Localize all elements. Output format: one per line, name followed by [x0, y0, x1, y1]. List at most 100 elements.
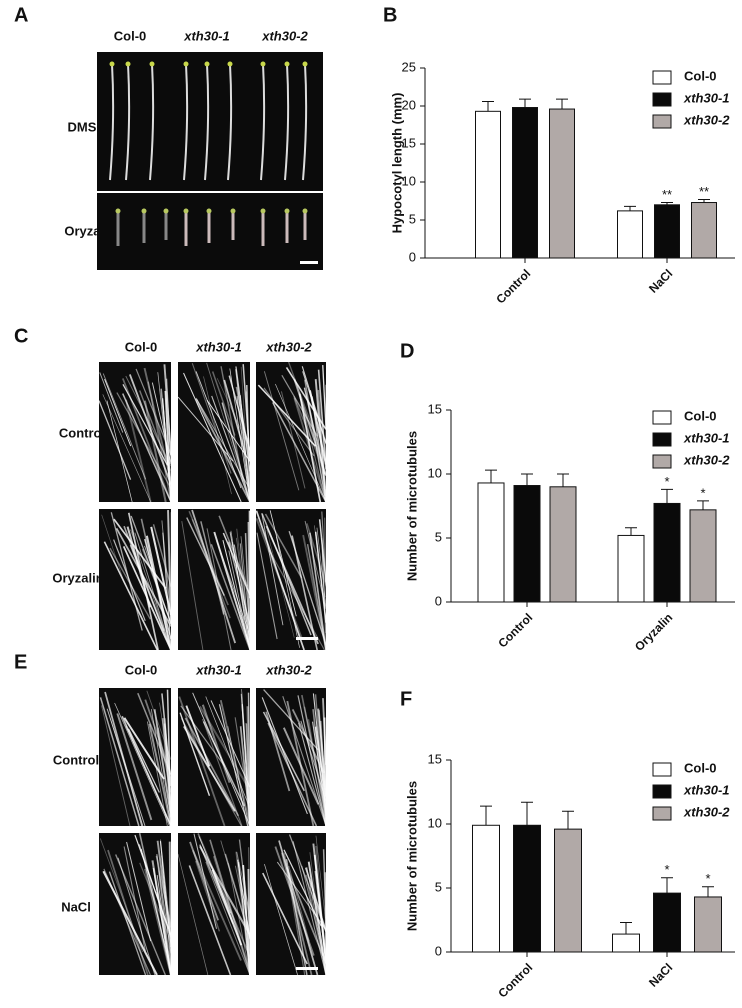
microtubule — [206, 399, 251, 462]
microtubule — [210, 543, 251, 651]
microtubule — [195, 397, 249, 487]
microtubule — [147, 381, 172, 503]
microtubule — [235, 851, 251, 976]
error-bar — [625, 527, 637, 536]
microtubule — [143, 367, 172, 482]
panel-letter: F — [400, 688, 412, 710]
error-bar — [661, 202, 673, 205]
microtubule — [110, 718, 144, 827]
legend-swatch — [652, 762, 672, 777]
microtubule — [113, 518, 167, 589]
microtubule — [264, 863, 298, 976]
microtubule — [278, 840, 319, 976]
legend-label: xth30-1 — [683, 430, 730, 445]
microtubule — [297, 695, 327, 827]
y-tick-label: 10 — [402, 173, 416, 188]
legend-label: Col-0 — [684, 68, 717, 83]
microtubule — [139, 390, 172, 471]
microtubule — [298, 722, 327, 827]
seedling — [149, 63, 155, 181]
legend-swatch — [652, 806, 672, 821]
row-label: Control — [53, 752, 99, 767]
legend-swatch — [652, 454, 672, 469]
microtubule — [317, 369, 327, 470]
microtubule — [160, 839, 172, 937]
significance: * — [700, 485, 705, 500]
y-axis-label: Hypocotyl length (mm) — [389, 93, 404, 234]
seedling — [302, 63, 308, 181]
microtubule — [316, 527, 327, 607]
error-bar — [620, 922, 632, 935]
microtubule — [239, 726, 251, 827]
legend-label: Col-0 — [684, 760, 717, 775]
microtubule — [152, 524, 172, 587]
bar — [512, 107, 538, 259]
microtubule — [122, 384, 169, 466]
microtubule — [199, 845, 251, 936]
column-label: xth30-1 — [183, 28, 230, 43]
error-bar — [521, 801, 533, 826]
y-tick-label: 0 — [409, 249, 416, 264]
microtubule — [158, 870, 172, 954]
microtubule — [206, 362, 251, 503]
microtubule — [301, 366, 327, 444]
microtubule — [315, 725, 327, 827]
microtubule — [280, 391, 306, 489]
seedling — [260, 63, 266, 181]
microtubule — [123, 717, 165, 780]
microtubule — [191, 509, 237, 644]
microtubule — [125, 375, 172, 467]
microtubule — [152, 867, 172, 976]
microtubule — [101, 705, 131, 827]
y-tick-label: 25 — [402, 59, 416, 74]
seedling — [284, 63, 290, 181]
microtubule — [213, 531, 251, 649]
y-tick-label: 10 — [428, 465, 442, 480]
microtubule — [322, 365, 327, 429]
microtubule — [102, 870, 158, 976]
cotyledon — [284, 208, 290, 214]
microtubule — [265, 525, 319, 645]
error-bar — [521, 473, 533, 486]
cotyledon — [149, 61, 155, 67]
microtubule — [117, 857, 156, 976]
microtubule — [161, 718, 172, 812]
bar — [653, 892, 681, 953]
significance: * — [664, 474, 669, 489]
microtubule — [122, 393, 172, 503]
microtubule — [224, 853, 251, 938]
microtubule — [288, 361, 315, 431]
microtubule — [247, 692, 251, 804]
bar — [617, 210, 643, 259]
microtubule — [262, 872, 308, 965]
microtubule — [230, 530, 251, 651]
y-tick-label: 5 — [435, 529, 442, 544]
microtubule — [116, 713, 153, 821]
microtubule — [150, 526, 172, 616]
panel-letter: B — [383, 4, 397, 26]
microtubule — [192, 692, 251, 827]
microtubule — [114, 702, 170, 827]
microtubule — [206, 528, 232, 651]
bar — [689, 509, 717, 603]
microtubule — [312, 693, 327, 813]
cotyledon — [204, 61, 210, 67]
microtubule — [202, 718, 243, 827]
error-bar — [556, 98, 568, 110]
microtubule — [161, 398, 172, 503]
microtubule — [140, 848, 172, 971]
microtubule — [285, 859, 308, 976]
legend-swatch — [652, 432, 672, 447]
microtubule — [318, 519, 327, 583]
microtubule — [98, 400, 132, 480]
microtubule — [126, 841, 152, 942]
microtubule — [193, 833, 217, 929]
microtubule — [140, 518, 172, 651]
microtubule — [198, 705, 249, 788]
microtubule — [312, 709, 327, 827]
microtubule — [306, 523, 327, 585]
legend-label: xth30-1 — [683, 782, 730, 797]
microtubule — [181, 521, 204, 651]
microtubule — [276, 536, 300, 648]
microtubule — [127, 512, 159, 651]
